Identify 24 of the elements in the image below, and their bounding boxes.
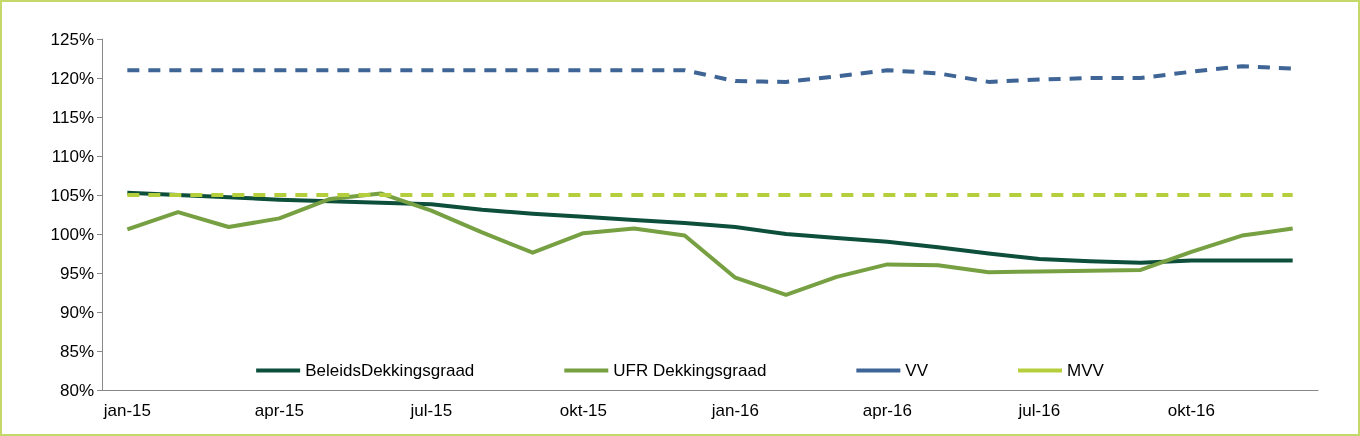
x-tick-label: apr-16 bbox=[862, 401, 912, 420]
x-tick-label: apr-15 bbox=[254, 401, 304, 420]
y-tick-label: 95% bbox=[59, 263, 94, 283]
legend-label: VV bbox=[905, 361, 929, 380]
y-tick-label: 80% bbox=[59, 380, 94, 400]
y-tick-label: 120% bbox=[50, 68, 94, 88]
y-tick-label: 100% bbox=[50, 224, 94, 244]
y-tick-label: 115% bbox=[51, 107, 94, 127]
legend-label: MVV bbox=[1067, 361, 1105, 380]
line-series bbox=[125, 191, 1295, 297]
x-tick-label: jul-16 bbox=[1017, 401, 1061, 420]
legend-label: UFR Dekkingsgraad bbox=[613, 361, 767, 380]
x-tick-label: jan-16 bbox=[710, 401, 759, 420]
legend-label: BeleidsDekkingsgraad bbox=[305, 361, 475, 380]
x-tick-label: okt-16 bbox=[1167, 401, 1215, 420]
x-tick-label: jan-15 bbox=[102, 401, 151, 420]
y-tick-label: 110% bbox=[51, 146, 94, 166]
line-series bbox=[125, 190, 1295, 265]
y-tick-label: 90% bbox=[59, 302, 94, 322]
x-tick-label: okt-15 bbox=[559, 401, 607, 420]
y-tick-label: 105% bbox=[50, 185, 94, 205]
x-tick-label: jul-15 bbox=[409, 401, 453, 420]
y-tick-label: 85% bbox=[59, 341, 94, 361]
y-tick-label: 125% bbox=[50, 29, 94, 49]
